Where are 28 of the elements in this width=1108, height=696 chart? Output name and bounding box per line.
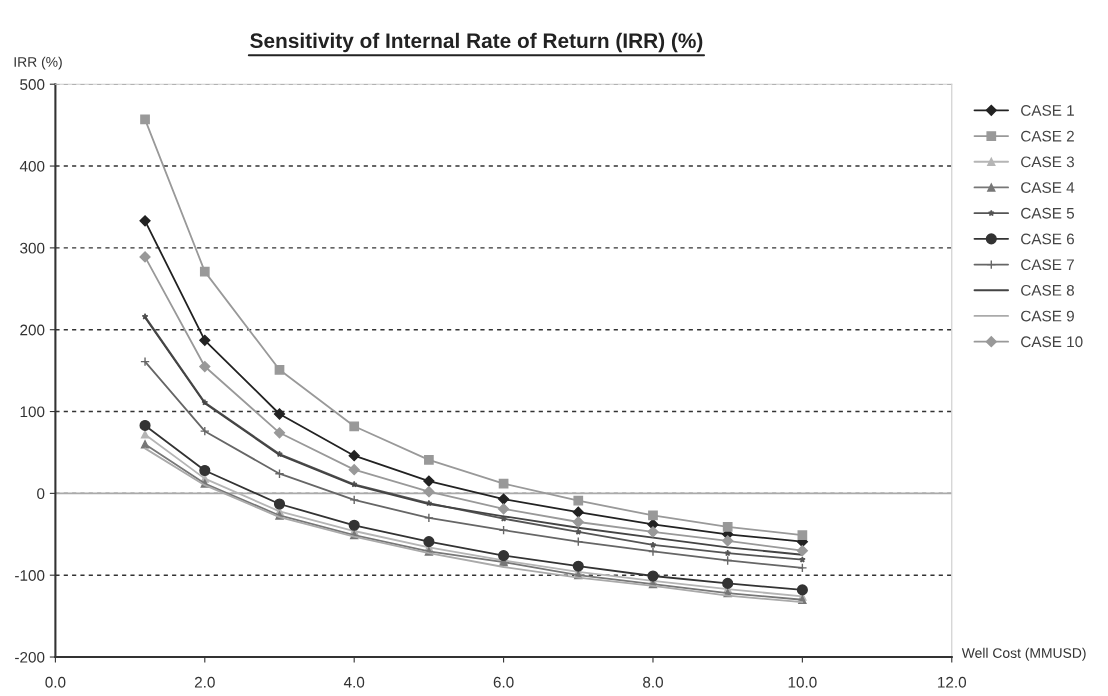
x-tick-label: 6.0: [493, 676, 514, 688]
legend-label: CASE 7: [1021, 259, 1074, 271]
legend-label: CASE 10: [1021, 336, 1083, 348]
legend-label: CASE 3: [1021, 156, 1074, 168]
x-tick-label: 2.0: [194, 676, 215, 688]
chart-title: Sensitivity of Internal Rate of Return (IRR) (%): [250, 32, 703, 53]
y-tick-label: 200: [20, 324, 45, 336]
y-tick-label: 300: [20, 242, 45, 254]
y-tick-label: 100: [20, 406, 45, 418]
y-tick-label: 400: [19, 160, 45, 172]
legend-label: CASE 1: [1021, 105, 1074, 116]
legend-label: CASE 5: [1021, 207, 1075, 219]
legend-label: CASE 9: [1021, 310, 1074, 322]
legend-label: CASE 6: [1021, 233, 1074, 245]
x-tick-label: 0.0: [45, 676, 66, 688]
y-tick-label: 0: [37, 488, 45, 500]
y-tick-label: -100: [15, 570, 45, 581]
legend-label: CASE 2: [1021, 130, 1074, 142]
x-axis-title: Well Cost (MMUSD): [961, 647, 1086, 661]
x-tick-label: 4.0: [343, 676, 365, 688]
legend-label: CASE 4: [1021, 182, 1075, 193]
y-axis-title: IRR (%): [14, 56, 62, 70]
x-tick-label: 8.0: [643, 676, 663, 688]
x-tick-label: 12.0: [938, 676, 967, 688]
y-tick-label: -200: [15, 651, 45, 663]
y-tick-label: 500: [20, 79, 45, 90]
legend-label: CASE 8: [1021, 284, 1074, 296]
x-tick-label: 10.0: [788, 676, 817, 688]
